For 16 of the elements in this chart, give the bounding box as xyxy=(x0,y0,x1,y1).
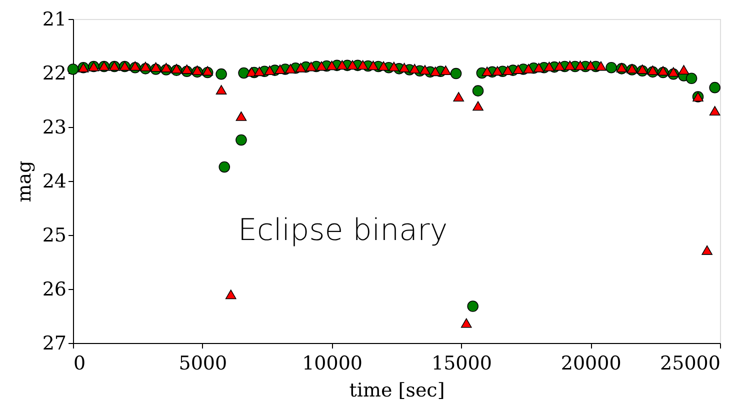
x-tick-label: 10000 xyxy=(302,352,363,374)
y-tick-label: 23 xyxy=(42,116,66,138)
x-tick-label: 25000 xyxy=(660,352,720,374)
y-tick-label: 26 xyxy=(42,278,66,300)
x-tick-label: 5000 xyxy=(178,352,228,374)
x-tick-label: 0 xyxy=(74,352,86,374)
y-axis-title: mag xyxy=(13,160,36,202)
y-tick-label: 22 xyxy=(42,62,66,84)
y-tick-label: 21 xyxy=(42,8,66,30)
annotation: Eclipse binary xyxy=(238,213,448,248)
y-tick-label: 27 xyxy=(42,332,66,354)
x-axis-title: time [sec] xyxy=(349,380,445,402)
y-tick-label: 25 xyxy=(42,224,66,246)
x-tick-label: 15000 xyxy=(431,352,492,374)
x-tick-label: 20000 xyxy=(560,352,622,374)
y-tick-label: 24 xyxy=(42,170,66,192)
